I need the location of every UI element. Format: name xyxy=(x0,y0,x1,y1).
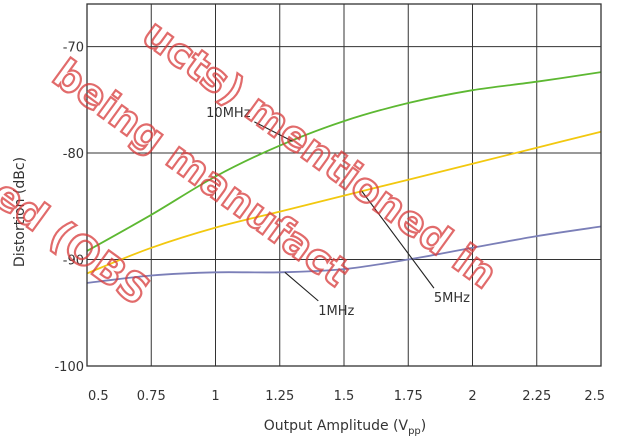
annotation-leader xyxy=(361,191,435,289)
x-tick-label: 1.75 xyxy=(394,389,423,404)
x-tick-label: 2 xyxy=(468,389,476,404)
annotation-label: 5MHz xyxy=(434,291,470,306)
annotation-label: 10MHz xyxy=(206,106,251,121)
annotation-leader xyxy=(254,121,293,142)
x-tick-label: 0.5 xyxy=(88,389,109,404)
y-tick-label: -90 xyxy=(63,254,84,269)
plot-frame xyxy=(86,3,602,367)
annotations: 10MHz 5MHz 1MHz xyxy=(206,106,470,319)
series-line-1mhz xyxy=(86,225,602,284)
x-tick-label: 2.5 xyxy=(584,389,605,404)
y-tick-label: -80 xyxy=(63,147,84,162)
x-tick-label: 1.25 xyxy=(265,389,294,404)
x-tick-label: 0.75 xyxy=(137,389,166,404)
series-line-10mhz xyxy=(86,71,602,252)
series-line-5mhz xyxy=(86,130,602,275)
x-tick-label: 1.5 xyxy=(334,389,355,404)
y-tick-label: -100 xyxy=(54,360,84,375)
annotation-leader xyxy=(284,271,319,302)
x-axis-title: Output Amplitude (Vpp) xyxy=(264,418,427,437)
annotation-label: 1MHz xyxy=(318,304,354,319)
tick-labels: 0.5 0.75 1 1.25 1.5 1.75 2 2.25 2.5 -70 -80 -90 -100 xyxy=(54,41,605,404)
y-axis-title: Distortion (dBc) xyxy=(12,157,28,267)
x-tick-label: 2.25 xyxy=(522,389,551,404)
y-tick-label: -70 xyxy=(63,41,84,56)
series-lines xyxy=(86,71,602,284)
x-tick-label: 1 xyxy=(211,389,219,404)
